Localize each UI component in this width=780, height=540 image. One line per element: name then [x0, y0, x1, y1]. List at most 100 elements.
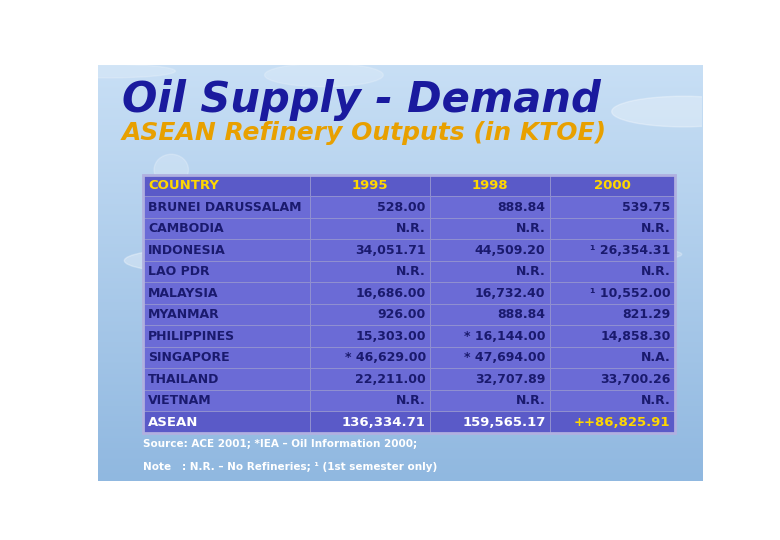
- Text: 539.75: 539.75: [622, 201, 671, 214]
- FancyBboxPatch shape: [550, 175, 675, 197]
- FancyBboxPatch shape: [310, 326, 430, 347]
- Ellipse shape: [445, 221, 484, 253]
- FancyBboxPatch shape: [550, 304, 675, 326]
- Text: 1995: 1995: [352, 179, 388, 192]
- Text: Note   : N.R. – No Refineries; ¹ (1st semester only): Note : N.R. – No Refineries; ¹ (1st seme…: [143, 462, 437, 472]
- Ellipse shape: [452, 197, 544, 219]
- Text: 926.00: 926.00: [378, 308, 426, 321]
- Text: Oil Supply - Demand: Oil Supply - Demand: [122, 79, 601, 122]
- Text: 44,509.20: 44,509.20: [475, 244, 545, 256]
- FancyBboxPatch shape: [310, 239, 430, 261]
- Text: CAMBODIA: CAMBODIA: [148, 222, 224, 235]
- FancyBboxPatch shape: [430, 261, 550, 282]
- Ellipse shape: [526, 220, 619, 243]
- FancyBboxPatch shape: [550, 368, 675, 390]
- FancyBboxPatch shape: [143, 239, 310, 261]
- Text: 159,565.17: 159,565.17: [463, 416, 545, 429]
- FancyBboxPatch shape: [550, 411, 675, 433]
- Ellipse shape: [434, 235, 500, 252]
- Text: ASEAN: ASEAN: [148, 416, 198, 429]
- Text: 821.29: 821.29: [622, 308, 671, 321]
- Text: 16,686.00: 16,686.00: [356, 287, 426, 300]
- Text: ¹ 26,354.31: ¹ 26,354.31: [590, 244, 671, 256]
- Ellipse shape: [612, 96, 756, 127]
- FancyBboxPatch shape: [143, 326, 310, 347]
- FancyBboxPatch shape: [143, 282, 310, 304]
- Text: N.R.: N.R.: [396, 222, 426, 235]
- Text: 22,211.00: 22,211.00: [355, 373, 426, 386]
- Text: BRUNEI DARUSSALAM: BRUNEI DARUSSALAM: [148, 201, 301, 214]
- Ellipse shape: [628, 249, 682, 259]
- Text: N.R.: N.R.: [516, 265, 545, 278]
- Text: * 46,629.00: * 46,629.00: [345, 351, 426, 364]
- Text: * 47,694.00: * 47,694.00: [464, 351, 545, 364]
- FancyBboxPatch shape: [430, 390, 550, 411]
- FancyBboxPatch shape: [550, 239, 675, 261]
- Text: 2000: 2000: [594, 179, 631, 192]
- Text: N.R.: N.R.: [516, 222, 545, 235]
- FancyBboxPatch shape: [143, 368, 310, 390]
- FancyBboxPatch shape: [550, 218, 675, 239]
- Text: 888.84: 888.84: [498, 308, 545, 321]
- Text: 14,858.30: 14,858.30: [600, 329, 671, 342]
- FancyBboxPatch shape: [430, 239, 550, 261]
- FancyBboxPatch shape: [550, 197, 675, 218]
- FancyBboxPatch shape: [143, 347, 310, 368]
- Text: LAO PDR: LAO PDR: [148, 265, 210, 278]
- Text: MYANMAR: MYANMAR: [148, 308, 220, 321]
- FancyBboxPatch shape: [143, 197, 310, 218]
- Ellipse shape: [124, 249, 259, 272]
- FancyBboxPatch shape: [143, 304, 310, 326]
- Text: 34,051.71: 34,051.71: [355, 244, 426, 256]
- FancyBboxPatch shape: [550, 347, 675, 368]
- FancyBboxPatch shape: [430, 368, 550, 390]
- Text: N.A.: N.A.: [641, 351, 671, 364]
- FancyBboxPatch shape: [143, 261, 310, 282]
- FancyBboxPatch shape: [310, 304, 430, 326]
- Ellipse shape: [44, 64, 176, 78]
- Text: 528.00: 528.00: [378, 201, 426, 214]
- Text: N.R.: N.R.: [641, 394, 671, 407]
- Text: INDONESIA: INDONESIA: [148, 244, 225, 256]
- Text: THAILAND: THAILAND: [148, 373, 219, 386]
- Text: 136,334.71: 136,334.71: [342, 416, 426, 429]
- Text: Source: ACE 2001; *IEA – Oil Information 2000;: Source: ACE 2001; *IEA – Oil Information…: [143, 439, 417, 449]
- FancyBboxPatch shape: [310, 390, 430, 411]
- Text: ++86,825.91: ++86,825.91: [574, 416, 671, 429]
- FancyBboxPatch shape: [310, 218, 430, 239]
- Text: 16,732.40: 16,732.40: [475, 287, 545, 300]
- FancyBboxPatch shape: [430, 326, 550, 347]
- Text: SINGAPORE: SINGAPORE: [148, 351, 229, 364]
- Text: N.R.: N.R.: [396, 265, 426, 278]
- FancyBboxPatch shape: [310, 411, 430, 433]
- FancyBboxPatch shape: [310, 347, 430, 368]
- Text: VIETNAM: VIETNAM: [148, 394, 211, 407]
- FancyBboxPatch shape: [310, 368, 430, 390]
- FancyBboxPatch shape: [430, 304, 550, 326]
- FancyBboxPatch shape: [310, 261, 430, 282]
- FancyBboxPatch shape: [550, 282, 675, 304]
- Text: 33,700.26: 33,700.26: [600, 373, 671, 386]
- Text: N.R.: N.R.: [516, 394, 545, 407]
- Text: 15,303.00: 15,303.00: [356, 329, 426, 342]
- Text: ASEAN Refinery Outputs (in KTOE): ASEAN Refinery Outputs (in KTOE): [122, 121, 607, 145]
- Ellipse shape: [161, 200, 255, 219]
- Text: MALAYSIA: MALAYSIA: [148, 287, 218, 300]
- FancyBboxPatch shape: [310, 175, 430, 197]
- FancyBboxPatch shape: [430, 218, 550, 239]
- Text: N.R.: N.R.: [396, 394, 426, 407]
- FancyBboxPatch shape: [430, 175, 550, 197]
- Text: COUNTRY: COUNTRY: [148, 179, 219, 192]
- FancyBboxPatch shape: [310, 197, 430, 218]
- Text: N.R.: N.R.: [641, 222, 671, 235]
- FancyBboxPatch shape: [430, 347, 550, 368]
- FancyBboxPatch shape: [143, 390, 310, 411]
- FancyBboxPatch shape: [143, 411, 310, 433]
- FancyBboxPatch shape: [550, 261, 675, 282]
- FancyBboxPatch shape: [430, 411, 550, 433]
- Text: 32,707.89: 32,707.89: [475, 373, 545, 386]
- Text: PHILIPPINES: PHILIPPINES: [148, 329, 235, 342]
- Text: 1998: 1998: [472, 179, 509, 192]
- FancyBboxPatch shape: [430, 282, 550, 304]
- FancyBboxPatch shape: [310, 282, 430, 304]
